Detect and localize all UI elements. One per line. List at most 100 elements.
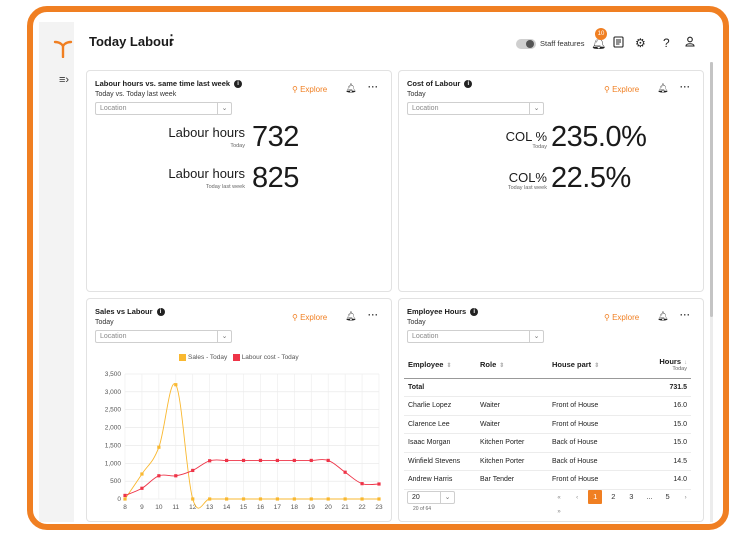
info-icon[interactable]: i	[464, 80, 473, 89]
alert-bell-icon[interactable]: 🔔︎	[345, 311, 357, 321]
table-row[interactable]: Andrew Harris Bar Tender Front of House …	[404, 470, 691, 490]
data-point	[241, 497, 246, 501]
table-row[interactable]: Clarence Lee Waiter Front of House 15.0	[404, 415, 691, 434]
legend-swatch-labour	[232, 354, 240, 361]
sort-desc-icon[interactable]: ↓	[684, 359, 687, 366]
location-select[interactable]: Location ⌄	[407, 102, 544, 115]
cell-house-part: Back of House	[548, 433, 638, 453]
page-button[interactable]: 3	[629, 492, 634, 501]
card-more-icon[interactable]: ···	[368, 310, 379, 320]
cell-hours: 16.0	[638, 396, 691, 416]
alert-bell-icon[interactable]: 🔔︎	[657, 311, 669, 321]
cell-employee: Isaac Morgan	[404, 433, 476, 453]
column-header-hours[interactable]: Hours ↓ Today	[638, 351, 691, 379]
sort-icon[interactable]: ⇕	[499, 362, 505, 369]
table-row[interactable]: Charlie Lopez Waiter Front of House 16.0	[404, 396, 691, 416]
data-point	[377, 497, 381, 501]
table-row[interactable]: Winfield Stevens Kitchen Porter Back of …	[404, 452, 691, 471]
explore-button[interactable]: ⚲ Explore	[292, 85, 328, 94]
location-select[interactable]: Location ⌄	[95, 330, 232, 343]
x-tick-label: 9	[140, 504, 144, 511]
card-subtitle: Today	[407, 91, 426, 98]
sidebar: ≡›	[39, 22, 74, 522]
x-tick-label: 22	[358, 504, 366, 511]
x-tick-label: 11	[172, 504, 179, 511]
info-icon[interactable]: i	[156, 308, 165, 317]
cell-hours: 15.0	[638, 415, 691, 434]
prev-page-icon[interactable]: ‹	[576, 495, 579, 501]
y-tick-label: 3,500	[105, 371, 122, 378]
x-tick-label: 18	[291, 504, 299, 511]
chevron-down-icon: ⌄	[529, 331, 543, 342]
cell-hours: 14.5	[638, 452, 691, 471]
staff-features-label: Staff features	[540, 39, 585, 48]
x-tick-label: 20	[325, 504, 333, 511]
notification-count-badge: 10	[595, 28, 607, 40]
data-point	[123, 497, 127, 501]
sales-vs-labour-card: Sales vs Labour i Today ⚲ Explore 🔔︎ ··· …	[86, 298, 392, 522]
scrollbar-thumb[interactable]	[710, 62, 713, 317]
column-header-role[interactable]: Role ⇕	[476, 351, 548, 379]
series-line-labour-cost	[124, 459, 380, 496]
expand-menu-icon[interactable]: ≡›	[59, 74, 70, 86]
data-point	[343, 497, 347, 501]
page-button[interactable]: 2	[611, 492, 616, 501]
card-subtitle: Today	[407, 319, 426, 326]
sort-icon[interactable]: ⇕	[594, 362, 600, 369]
user-icon[interactable]	[685, 36, 695, 50]
settings-icon[interactable]: ⚙	[635, 36, 646, 50]
location-select[interactable]: Location ⌄	[407, 330, 544, 343]
kpi-value: 22.5%	[551, 162, 631, 194]
data-point	[208, 497, 212, 501]
card-more-icon[interactable]: ···	[680, 82, 691, 92]
column-subheader: Today	[672, 365, 687, 372]
alert-bell-icon[interactable]: 🔔︎	[345, 83, 357, 93]
first-page-icon[interactable]: «	[557, 495, 561, 501]
kpi-value: 732	[252, 121, 299, 153]
card-more-icon[interactable]: ···	[680, 310, 691, 320]
document-icon[interactable]	[613, 36, 624, 51]
data-point	[140, 472, 144, 476]
cell-house-part: Back of House	[548, 452, 638, 471]
kpi-value: 235.0%	[551, 121, 647, 153]
kpi-label: COL %	[505, 129, 547, 144]
pagination: « ‹ 1 2 3 ... 5 › »	[552, 490, 703, 519]
data-point	[157, 474, 161, 478]
staff-features-toggle[interactable]	[516, 39, 536, 49]
cell-house-part: Front of House	[548, 470, 638, 490]
cell-role: Waiter	[476, 396, 548, 416]
location-select[interactable]: Location ⌄	[95, 102, 232, 115]
table-row[interactable]: Isaac Morgan Kitchen Porter Back of Hous…	[404, 433, 691, 453]
data-point	[191, 497, 195, 501]
cell-role: Kitchen Porter	[476, 433, 548, 453]
card-title: Sales vs Labour i	[95, 307, 165, 317]
row-count-label: 20 of 64	[413, 506, 432, 512]
explore-button[interactable]: ⚲ Explore	[604, 313, 640, 322]
sort-icon[interactable]: ⇕	[446, 362, 452, 369]
info-icon[interactable]: i	[234, 80, 243, 89]
y-tick-label: 3,000	[105, 389, 122, 396]
explore-button[interactable]: ⚲ Explore	[292, 313, 328, 322]
page-more-icon[interactable]: ⋮	[165, 32, 178, 47]
next-page-icon[interactable]: ›	[684, 495, 687, 501]
x-tick-label: 21	[342, 504, 350, 511]
card-title: Cost of Labour i	[407, 79, 473, 89]
x-tick-label: 19	[308, 504, 316, 511]
column-header-employee[interactable]: Employee ⇕	[404, 351, 476, 379]
explore-button[interactable]: ⚲ Explore	[604, 85, 640, 94]
page-button[interactable]: 5	[665, 492, 670, 501]
alert-bell-icon[interactable]: 🔔︎	[657, 83, 669, 93]
info-icon[interactable]: i	[470, 308, 479, 317]
kpi-sublabel: Today	[532, 144, 547, 150]
column-header-house-part[interactable]: House part ⇕	[548, 351, 638, 379]
page-size-select[interactable]: 20 ⌄	[407, 491, 455, 504]
data-point	[360, 497, 364, 501]
data-point	[275, 458, 279, 463]
help-icon[interactable]: ?	[663, 36, 670, 50]
data-point	[174, 474, 178, 478]
last-page-icon[interactable]: »	[557, 509, 561, 515]
page-button-current[interactable]: 1	[588, 490, 603, 504]
chevron-down-icon: ⌄	[440, 492, 454, 503]
card-more-icon[interactable]: ···	[368, 82, 379, 92]
y-tick-label: 2,500	[105, 407, 122, 414]
